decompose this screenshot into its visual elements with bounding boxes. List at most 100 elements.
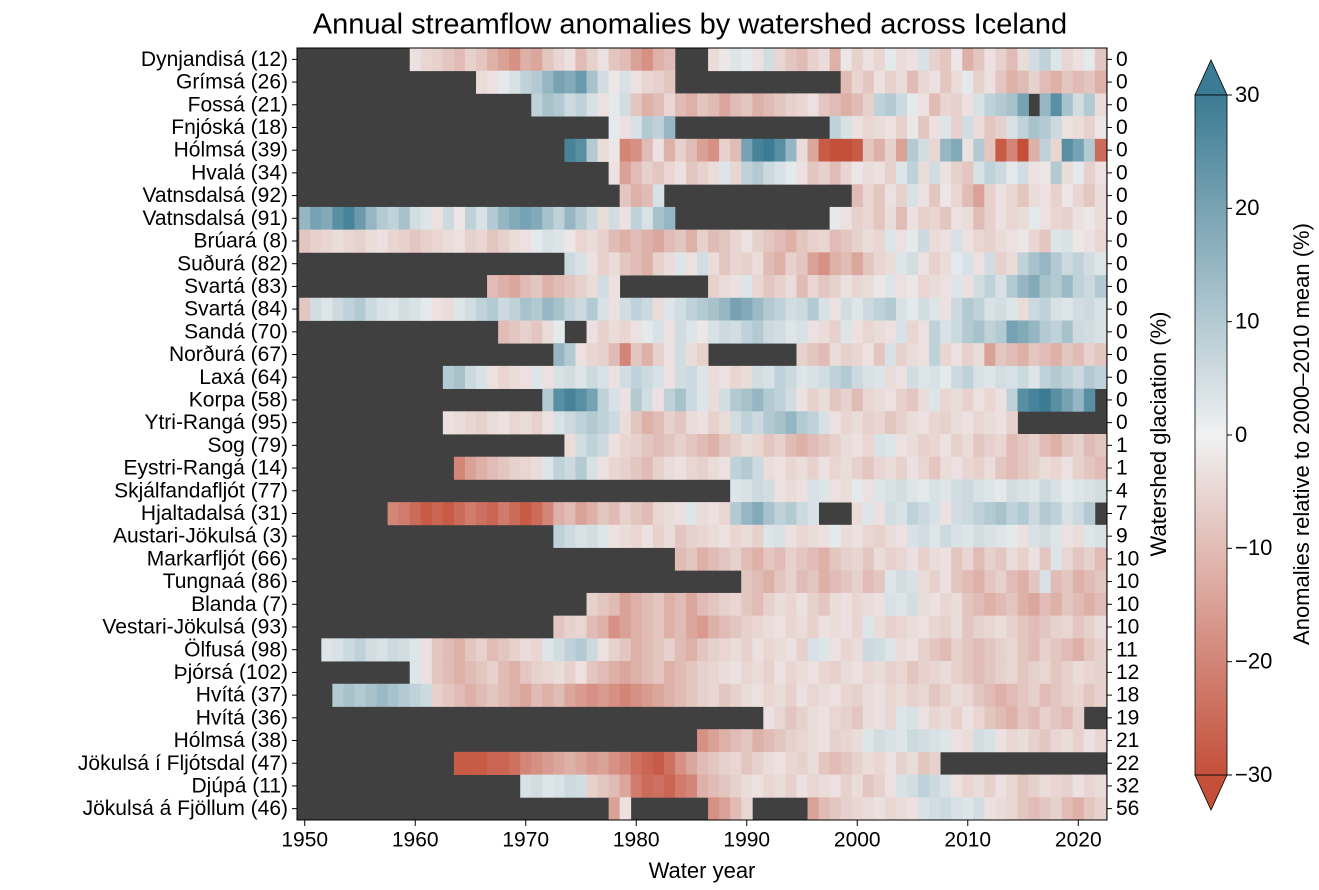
heatmap-cell (873, 524, 886, 548)
heatmap-cell (862, 275, 875, 299)
heatmap-cell (1006, 161, 1018, 185)
heatmap-cell (1094, 70, 1107, 94)
heatmap-cell (918, 320, 930, 344)
heatmap-cell (807, 343, 819, 367)
heatmap-cell (851, 456, 864, 480)
heatmap-cell (1094, 479, 1107, 503)
heatmap-cell (685, 661, 698, 685)
heatmap-cell (663, 70, 676, 94)
heatmap-cell (619, 229, 632, 253)
heatmap-cell (597, 320, 610, 344)
heatmap-cell (752, 161, 764, 185)
heatmap-cell (940, 434, 952, 458)
heatmap-cell (719, 388, 731, 412)
heatmap-cell (1039, 48, 1052, 72)
heatmap-cell (708, 502, 720, 526)
heatmap-cell (984, 297, 996, 321)
heatmap-cell (752, 479, 764, 503)
heatmap-cell (354, 206, 366, 231)
heatmap-cell (498, 683, 510, 707)
heatmap-cell (1017, 479, 1029, 503)
heatmap-cell (940, 729, 952, 753)
heatmap-cell (630, 615, 643, 639)
heatmap-cell (520, 229, 532, 253)
heatmap-cell (862, 638, 875, 662)
heatmap-cell (807, 638, 819, 662)
heatmap-cell (663, 48, 676, 72)
heatmap-cell (995, 547, 1007, 571)
y-tick-label: Svartá (84) (184, 298, 288, 321)
heatmap-cell (995, 774, 1007, 798)
heatmap-cell (1039, 161, 1052, 185)
heatmap-cell (973, 70, 985, 94)
heatmap-cell (774, 365, 786, 389)
heatmap-cell (818, 93, 831, 117)
y-tick-label: Vestari-Jökulsá (93) (102, 616, 288, 639)
heatmap-cell (442, 206, 455, 231)
heatmap-cell (763, 320, 775, 344)
heatmap-cell (520, 70, 532, 94)
heatmap-cell (752, 275, 764, 299)
heatmap-cell (575, 615, 587, 639)
heatmap-cell (895, 365, 908, 389)
heatmap-cell (818, 434, 831, 458)
heatmap-cell (619, 343, 632, 367)
heatmap-cell (321, 638, 333, 662)
heatmap-cell (1072, 434, 1085, 458)
heatmap-cell (531, 683, 543, 707)
heatmap-cell (741, 774, 753, 798)
y2-tick-label: 0 (1116, 93, 1128, 116)
heatmap-cell (929, 592, 941, 617)
colorbar-label: Anomalies relative to 2000–2010 mean (%) (1289, 223, 1314, 645)
heatmap-cell (1094, 252, 1107, 276)
heatmap-cell (785, 592, 797, 617)
heatmap-cell (730, 638, 742, 662)
heatmap-cell (995, 48, 1007, 72)
heatmap-cell (918, 683, 930, 707)
heatmap-cell (962, 774, 974, 798)
heatmap-cell (829, 229, 842, 253)
heatmap-cell (951, 184, 963, 208)
heatmap-cell (542, 751, 554, 775)
heatmap-cell (862, 365, 875, 389)
heatmap-cell (575, 524, 587, 548)
heatmap-cell (840, 706, 853, 730)
heatmap-cell (431, 206, 444, 231)
heatmap-cell (597, 297, 610, 321)
heatmap-cell (674, 456, 687, 480)
heatmap-cell (940, 797, 952, 820)
heatmap-cell (895, 456, 908, 480)
heatmap-cell (829, 524, 842, 548)
heatmap-cell (685, 456, 698, 480)
heatmap-cell (873, 388, 886, 412)
heatmap-cell (862, 502, 875, 526)
heatmap-cell (597, 434, 610, 458)
heatmap-cell (608, 138, 621, 162)
y2-tick-label: 7 (1116, 502, 1128, 525)
heatmap-cell (951, 116, 963, 140)
heatmap-cell (929, 138, 941, 162)
heatmap-cell (1017, 297, 1029, 321)
heatmap-cell (929, 252, 941, 276)
colorbar-tick-label: 20 (1235, 195, 1259, 220)
heatmap-cell (398, 683, 411, 707)
heatmap-cell (818, 252, 831, 276)
heatmap-cell (619, 502, 632, 526)
heatmap-cell (995, 411, 1007, 435)
heatmap-cell (862, 229, 875, 253)
heatmap-cell (741, 638, 753, 662)
heatmap-cell (685, 411, 698, 435)
heatmap-cell (1039, 275, 1052, 299)
heatmap-cell (840, 751, 853, 775)
heatmap-cell (940, 456, 952, 480)
heatmap-cell (575, 138, 587, 162)
heatmap-cell (752, 661, 764, 685)
heatmap-cell (1083, 116, 1096, 140)
heatmap-cell (685, 320, 698, 344)
heatmap-cell (586, 70, 598, 94)
heatmap-cell (453, 229, 466, 253)
heatmap-cell (951, 638, 963, 662)
heatmap-cell (1061, 615, 1074, 639)
heatmap-cell (774, 592, 786, 617)
heatmap-cell (608, 70, 621, 94)
